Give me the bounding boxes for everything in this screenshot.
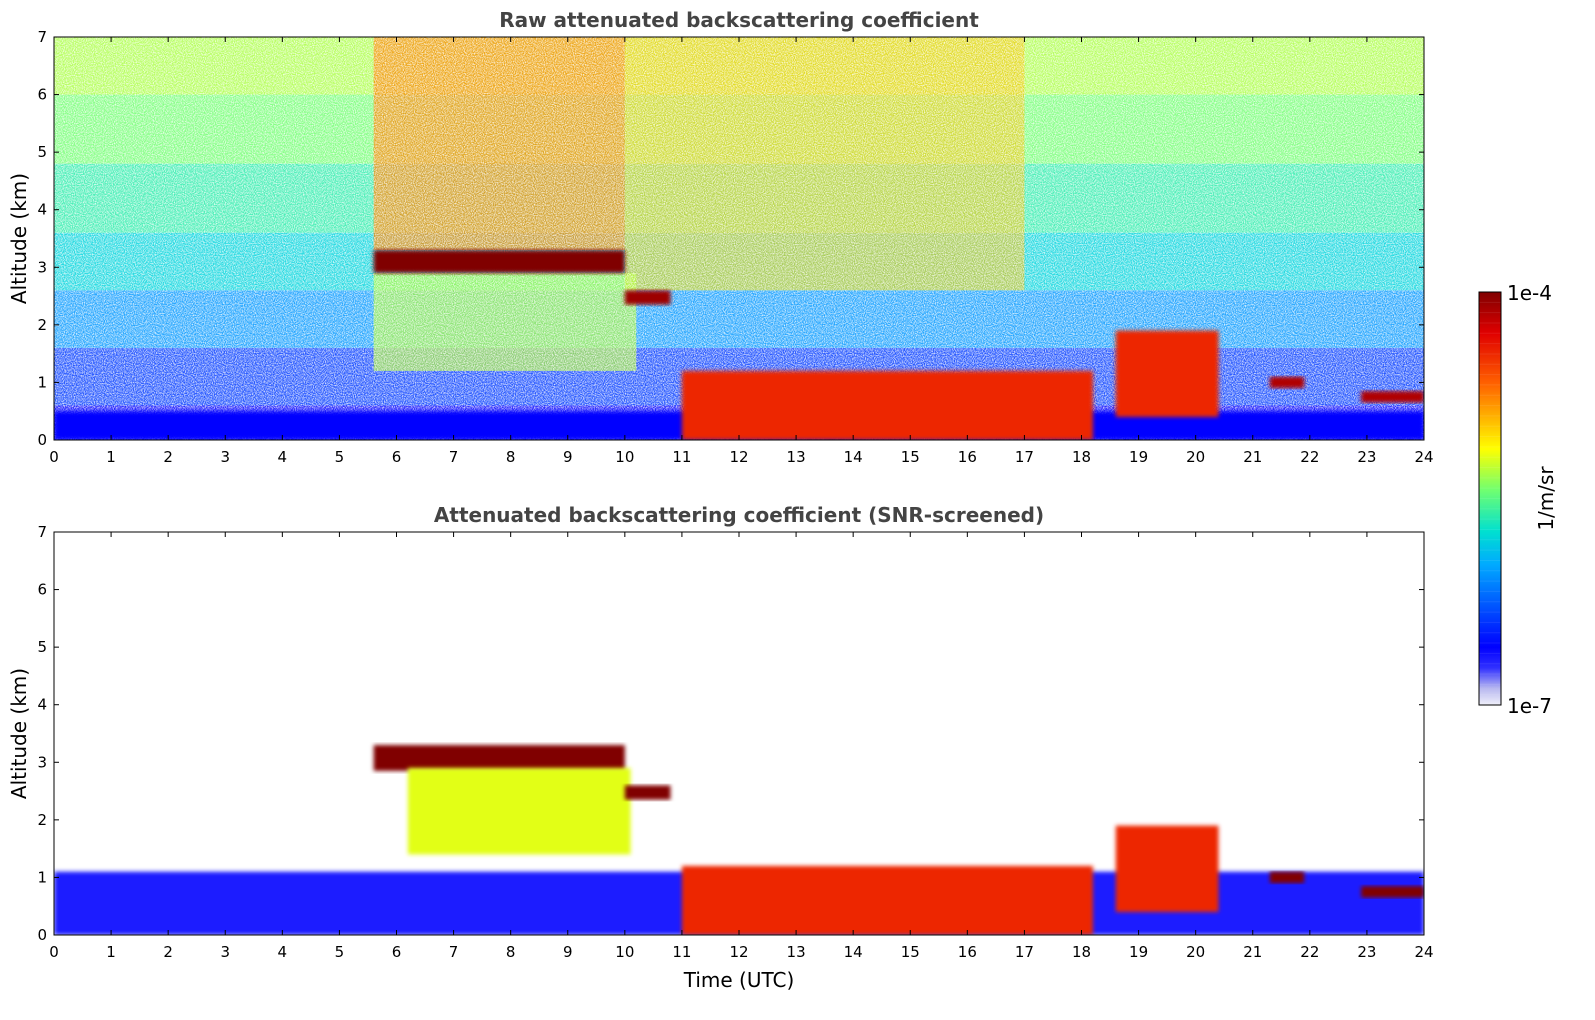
colorbar: 1e-4 1e-7 1/m/sr: [1478, 281, 1558, 718]
colorbar-max-label: 1e-4: [1507, 281, 1552, 305]
x-tick-label: 21: [1243, 943, 1262, 961]
cloud-layer: [373, 250, 625, 274]
x-tick-label: 23: [1357, 448, 1376, 466]
y-tick-label: 0: [37, 431, 47, 449]
cloud-layer: [624, 785, 671, 800]
x-tick-label: 19: [1129, 943, 1148, 961]
plot-area: [54, 532, 1424, 935]
chart-title: Raw attenuated backscattering coefficien…: [499, 8, 979, 32]
x-tick-label: 5: [335, 448, 345, 466]
y-tick-label: 4: [37, 696, 47, 714]
x-tick-label: 20: [1186, 448, 1205, 466]
low-cloud: [1269, 376, 1305, 389]
y-tick-label: 6: [37, 581, 47, 599]
y-tick-label: 5: [37, 638, 47, 656]
x-tick-label: 24: [1414, 448, 1433, 466]
x-tick-label: 12: [729, 943, 748, 961]
y-tick-label: 1: [37, 868, 47, 886]
x-tick-label: 15: [901, 943, 920, 961]
x-tick-label: 7: [449, 448, 459, 466]
x-tick-label: 12: [729, 448, 748, 466]
y-tick-label: 1: [37, 373, 47, 391]
x-tick-label: 19: [1129, 448, 1148, 466]
y-tick-label: 5: [37, 143, 47, 161]
x-tick-label: 8: [506, 448, 516, 466]
y-tick-label: 3: [37, 753, 47, 771]
x-tick-label: 9: [563, 448, 573, 466]
x-tick-label: 3: [220, 943, 230, 961]
x-tick-label: 15: [901, 448, 920, 466]
colorbar-unit-label: 1/m/sr: [1534, 466, 1558, 531]
x-tick-label: 11: [672, 448, 691, 466]
x-tick-label: 3: [220, 448, 230, 466]
low-cloud: [681, 370, 1093, 440]
y-axis-label: Altitude (km): [7, 173, 31, 304]
x-tick-label: 9: [563, 943, 573, 961]
x-tick-label: 5: [335, 943, 345, 961]
y-axis-label: Altitude (km): [7, 668, 31, 799]
low-cloud: [1269, 871, 1305, 884]
low-cloud: [1115, 825, 1219, 912]
x-tick-label: 22: [1300, 448, 1319, 466]
x-tick-label: 14: [844, 943, 863, 961]
x-tick-label: 13: [787, 448, 806, 466]
x-tick-label: 17: [1015, 943, 1034, 961]
cloud-layer: [373, 745, 625, 771]
y-tick-label: 2: [37, 316, 47, 334]
x-tick-label: 2: [163, 943, 173, 961]
y-tick-label: 7: [37, 523, 47, 541]
plot-area: [54, 37, 1424, 440]
x-tick-label: 24: [1414, 943, 1433, 961]
chart-title: Attenuated backscattering coefficient (S…: [434, 503, 1044, 527]
x-tick-label: 16: [958, 943, 977, 961]
x-tick-label: 23: [1357, 943, 1376, 961]
y-tick-label: 0: [37, 926, 47, 944]
x-tick-label: 6: [392, 448, 402, 466]
x-tick-label: 20: [1186, 943, 1205, 961]
panel-screened: 0 1 2 3 4 5 6 7 8 9 10 11 12 13 14 15 16 17 18 19 20 21 22 23 24…: [7, 503, 1434, 992]
y-tick-label: 4: [37, 201, 47, 219]
y-tick-label: 3: [37, 258, 47, 276]
x-tick-label: 18: [1072, 448, 1091, 466]
x-tick-label: 6: [392, 943, 402, 961]
low-cloud: [1115, 330, 1219, 417]
y-tick-label: 7: [37, 28, 47, 46]
panel-raw: 0 1 2 3 4 5 6 7 8 9 10 11 12 13 14 15 16 17 18 19 20 21 22 23 24…: [7, 8, 1434, 466]
colorbar-min-label: 1e-7: [1507, 694, 1552, 718]
x-tick-label: 13: [787, 943, 806, 961]
x-tick-label: 16: [958, 448, 977, 466]
y-tick-label: 6: [37, 86, 47, 104]
x-tick-label: 14: [844, 448, 863, 466]
x-tick-label: 0: [49, 943, 59, 961]
low-cloud: [681, 865, 1093, 935]
y-tick-label: 2: [37, 811, 47, 829]
x-tick-label: 8: [506, 943, 516, 961]
x-tick-label: 7: [449, 943, 459, 961]
x-tick-label: 10: [615, 943, 634, 961]
x-tick-label: 11: [672, 943, 691, 961]
x-tick-label: 1: [106, 943, 116, 961]
low-cloud: [1361, 391, 1424, 403]
x-tick-label: 4: [278, 448, 288, 466]
x-tick-label: 18: [1072, 943, 1091, 961]
x-tick-label: 2: [163, 448, 173, 466]
colorbar-gradient: [1479, 292, 1501, 705]
x-axis-label: Time (UTC): [683, 968, 795, 992]
x-tick-label: 1: [106, 448, 116, 466]
x-tick-label: 22: [1300, 943, 1319, 961]
x-tick-label: 0: [49, 448, 59, 466]
x-tick-label: 4: [278, 943, 288, 961]
x-tick-label: 21: [1243, 448, 1262, 466]
cloud-layer: [624, 290, 671, 305]
x-tick-label: 17: [1015, 448, 1034, 466]
x-tick-label: 10: [615, 448, 634, 466]
colorbar-frame: [1478, 291, 1502, 706]
virga: [407, 768, 631, 855]
low-cloud: [1361, 886, 1424, 898]
